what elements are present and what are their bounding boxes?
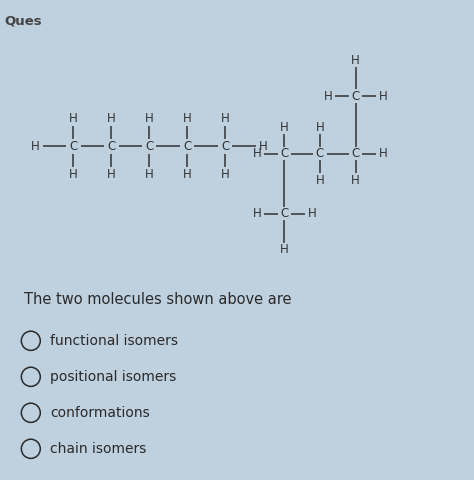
Text: H: H xyxy=(69,168,78,181)
Text: H: H xyxy=(107,112,116,125)
Text: C: C xyxy=(107,140,116,153)
Text: H: H xyxy=(351,53,360,67)
Text: functional isomers: functional isomers xyxy=(50,334,178,348)
Text: H: H xyxy=(379,147,387,160)
Text: H: H xyxy=(221,168,229,181)
Text: H: H xyxy=(316,173,324,187)
Text: C: C xyxy=(183,140,191,153)
Text: C: C xyxy=(351,89,360,103)
Text: H: H xyxy=(324,89,332,103)
Text: H: H xyxy=(69,112,78,125)
Text: H: H xyxy=(183,112,191,125)
Text: C: C xyxy=(221,140,229,153)
Text: H: H xyxy=(253,207,261,220)
Text: H: H xyxy=(351,173,360,187)
Text: chain isomers: chain isomers xyxy=(50,442,146,456)
Text: H: H xyxy=(280,120,289,134)
Text: H: H xyxy=(221,112,229,125)
Text: C: C xyxy=(280,207,289,220)
Text: C: C xyxy=(280,147,289,160)
Text: H: H xyxy=(107,168,116,181)
Text: H: H xyxy=(31,140,40,153)
Text: Ques: Ques xyxy=(5,14,42,27)
Text: H: H xyxy=(316,120,324,134)
Text: The two molecules shown above are: The two molecules shown above are xyxy=(24,292,291,308)
Text: positional isomers: positional isomers xyxy=(50,370,176,384)
Text: C: C xyxy=(351,147,360,160)
Text: H: H xyxy=(183,168,191,181)
Text: H: H xyxy=(145,168,154,181)
Text: H: H xyxy=(308,207,316,220)
Text: C: C xyxy=(69,140,78,153)
Text: H: H xyxy=(253,147,261,160)
Text: H: H xyxy=(145,112,154,125)
Text: H: H xyxy=(259,140,267,153)
Text: H: H xyxy=(280,243,289,256)
Text: conformations: conformations xyxy=(50,406,149,420)
Text: H: H xyxy=(379,89,387,103)
Text: C: C xyxy=(316,147,324,160)
Text: C: C xyxy=(145,140,154,153)
